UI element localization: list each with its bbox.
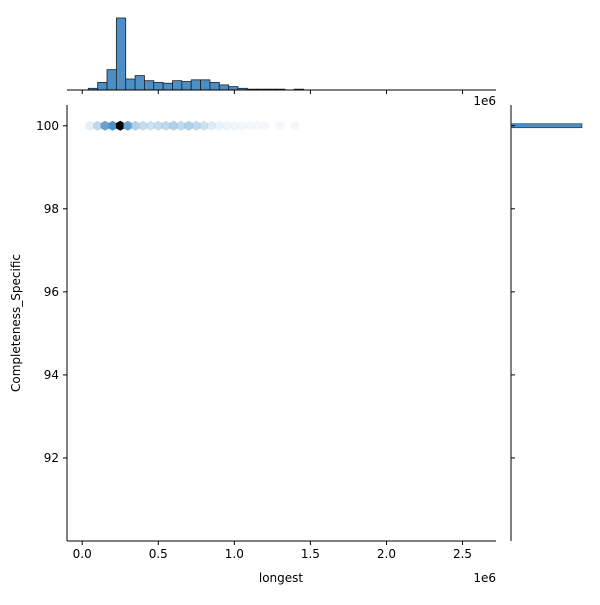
hexbin-cell (230, 120, 239, 131)
top-histogram-bar (125, 78, 136, 91)
hexbin-cell (146, 120, 155, 131)
y-tick-label: 100 (36, 119, 59, 133)
hexbin-cell (199, 120, 209, 131)
right-marginal-histogram (510, 105, 583, 541)
top-histogram-bar (218, 84, 230, 91)
x-tick-label: 1.5 (301, 547, 320, 561)
top-histogram-bar (162, 82, 173, 91)
hexbin-cell (100, 120, 110, 131)
top-histogram-bar (181, 81, 192, 91)
main-hexbin-axes: 0.0 0.5 1.0 1.5 2.0 2.5 92 94 96 98 100 (36, 105, 496, 561)
hexbin-cell (290, 120, 300, 131)
hexbin-cell (245, 120, 254, 131)
top-histogram-bar (200, 79, 211, 91)
y-tick-label: 92 (44, 451, 59, 465)
hexbin-cell (184, 120, 194, 131)
hexbin-cell (108, 120, 117, 131)
hexbin-cell (85, 120, 95, 131)
y-axis-label: Completeness_Specific (9, 254, 23, 392)
hexbin-cell (153, 120, 163, 131)
y-tick-label: 96 (44, 285, 59, 299)
x-tick-label: 1.0 (225, 547, 244, 561)
hexbin-cell (275, 120, 285, 131)
hexbin-cell (93, 120, 102, 131)
x-tick-label: 2.5 (453, 547, 472, 561)
x-tick-label: 2.0 (377, 547, 396, 561)
top-offset-text: 1e6 (473, 94, 496, 108)
hexbin-cell (161, 120, 171, 131)
top-histogram-bar (209, 81, 220, 91)
top-histogram-bar (190, 79, 201, 91)
top-histogram-bar (115, 17, 127, 91)
top-marginal-histogram (67, 17, 496, 94)
top-histogram-bar (106, 69, 117, 91)
hexbin-cell (138, 120, 148, 131)
y-tick-label: 94 (44, 368, 59, 382)
hexbin-cell (214, 120, 224, 131)
top-histogram-bar (228, 86, 239, 91)
y-tick-label: 98 (44, 202, 59, 216)
x-axis-label: longest (259, 571, 304, 585)
hexbin-cell (191, 120, 201, 131)
hexbin-cell (252, 120, 262, 131)
hexbin-cell (115, 120, 125, 131)
top-histogram-bar (134, 75, 145, 91)
top-histogram-bar (144, 80, 155, 91)
hexbin-cell (169, 120, 178, 131)
x-tick-label: 0.5 (149, 547, 168, 561)
hexbin-cell (123, 120, 133, 131)
top-histogram-bar (97, 81, 108, 91)
hexbin-cell (222, 120, 232, 131)
hexbin-cell (176, 120, 186, 131)
hexbin-cell (131, 120, 140, 131)
hexbin-cell (207, 120, 216, 131)
hexbin-cell (237, 120, 247, 131)
x-tick-label: 0.0 (73, 547, 92, 561)
top-histogram-bar (153, 81, 164, 91)
hexbin-cell (260, 120, 270, 131)
right-histogram-bar (510, 123, 583, 129)
x-offset-text: 1e6 (473, 571, 496, 585)
top-histogram-bar (172, 80, 183, 91)
